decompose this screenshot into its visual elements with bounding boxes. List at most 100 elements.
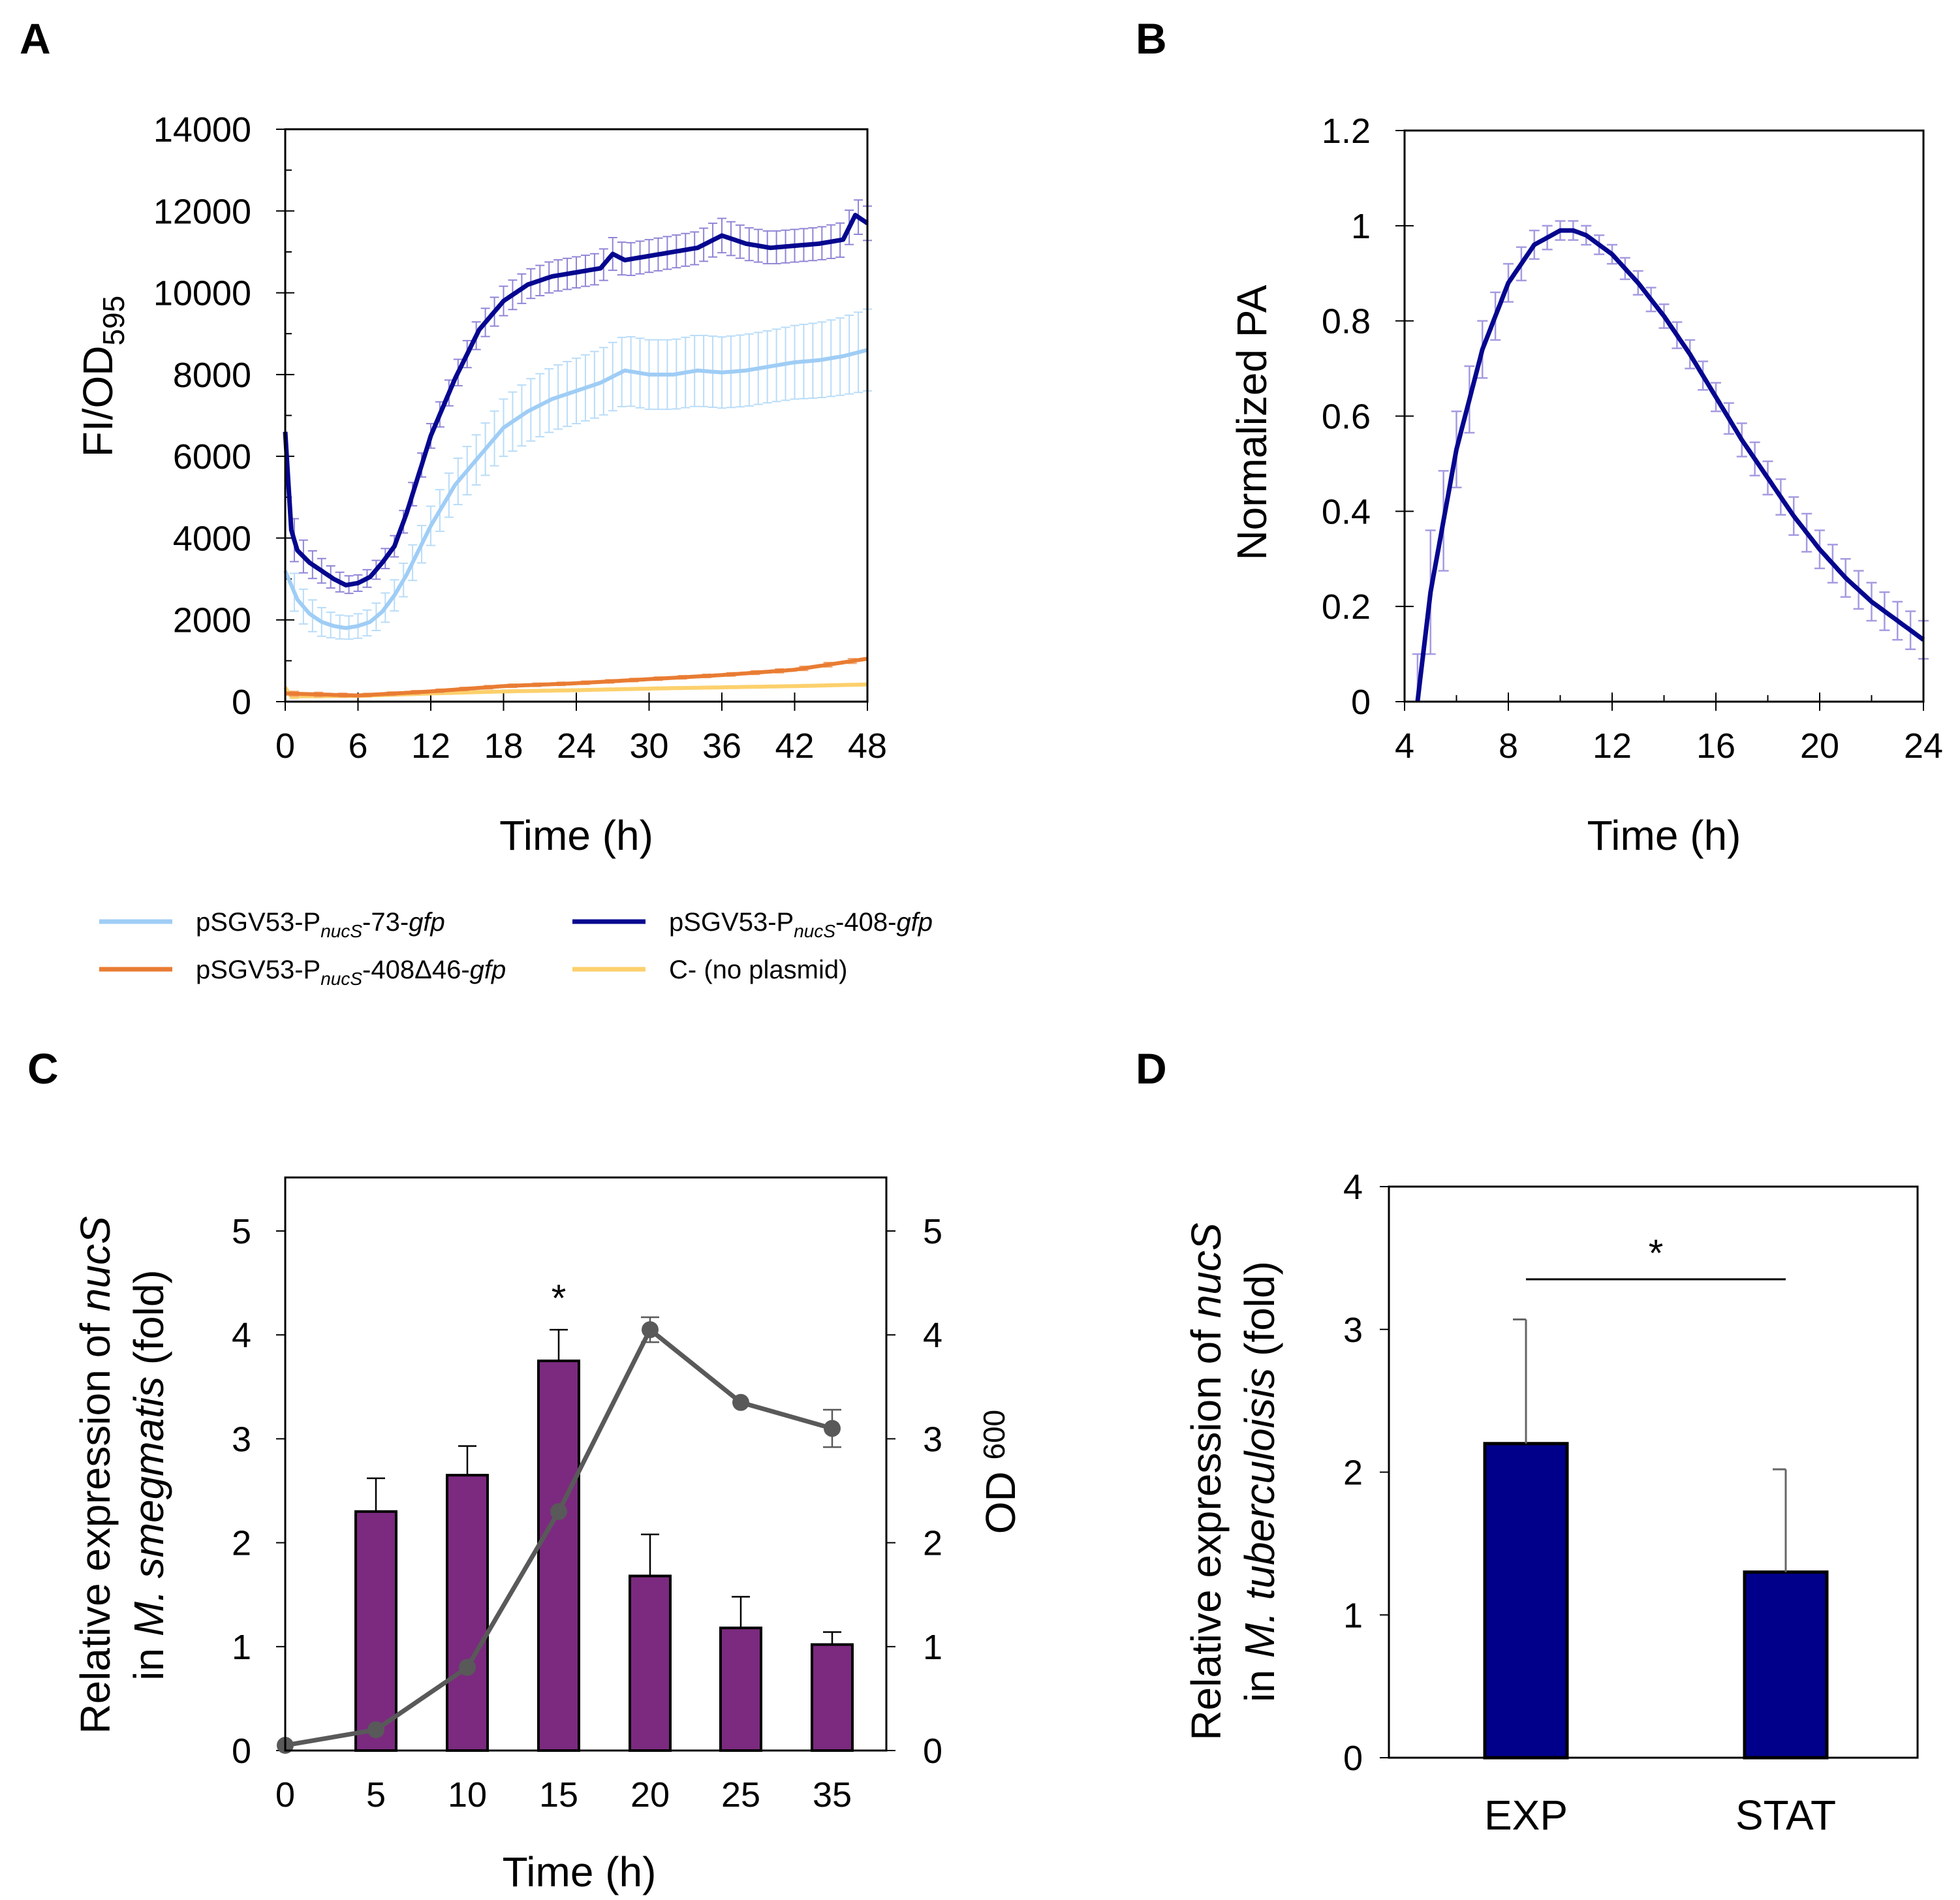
y-tick-label: 0: [232, 1732, 251, 1771]
bar: [1743, 1570, 1829, 1760]
y-axis-title-italic: nucS: [1183, 1223, 1230, 1318]
y2-axis-title: OD 600: [977, 1410, 1024, 1534]
significance-star: *: [552, 1277, 567, 1320]
x-tick-label: 6: [348, 726, 367, 766]
bar: [811, 1643, 854, 1752]
legend-label-italic: gfp: [896, 908, 933, 937]
y2-axis-title-subscript: 600: [977, 1410, 1011, 1460]
x-tick-label: 42: [775, 726, 814, 766]
od-point: [642, 1321, 659, 1339]
y-tick-label: 8000: [173, 356, 251, 395]
x-axis-title: Time (h): [1587, 812, 1741, 859]
panel-letter-a: A: [20, 14, 51, 63]
legend-label-subscript: nucS: [794, 921, 835, 941]
x-tick-label: 5: [366, 1775, 386, 1814]
legend-label: pSGV53-PnucS-408-gfp: [669, 908, 933, 941]
y-axis-title-italic: M. smegmatis: [125, 1377, 172, 1636]
x-axis-title: Time (h): [499, 812, 653, 859]
y2-tick-label: 2: [923, 1524, 942, 1563]
y-tick-label: 0: [1343, 1739, 1363, 1778]
legend-label: pSGV53-PnucS-73-gfp: [196, 908, 445, 941]
od-point: [732, 1394, 749, 1411]
x-tick-label: 0: [275, 1775, 295, 1814]
series-line: [285, 657, 868, 698]
y-tick-label: 3: [1343, 1311, 1363, 1350]
x-tick-label: 48: [848, 726, 887, 766]
y-axis-title-text: in: [125, 1636, 172, 1681]
y-tick-label: 0: [232, 683, 251, 722]
y-axis-title-italic: M. tuberculoisis: [1236, 1368, 1283, 1659]
y-tick-label: 2: [1343, 1454, 1363, 1493]
series-2: [285, 657, 868, 698]
y2-tick-label: 0: [923, 1732, 942, 1771]
bar: [719, 1627, 762, 1752]
legend-label-subscript: nucS: [320, 969, 362, 989]
y-axis-title-subscript: 595: [97, 296, 131, 346]
bar: [354, 1510, 397, 1752]
y-axis-title-line1: Relative expression of nucS: [72, 1216, 119, 1734]
panel-letter-d: D: [1136, 1044, 1167, 1093]
legend-label: C- (no plasmid): [669, 956, 847, 984]
y2-tick-label: 3: [923, 1420, 942, 1459]
x-category-label: STAT: [1735, 1792, 1836, 1839]
plot-frame: [284, 1176, 888, 1752]
y-axis-title-line2: in M. smegmatis (fold): [125, 1269, 172, 1680]
panel-d: D 0 1 2 3 4 EXP STAT * Relative expression of nuc…: [1136, 1044, 1919, 1839]
x-tick-label: 12: [411, 726, 450, 766]
y2-tick-label: 1: [923, 1628, 942, 1667]
x-tick-label: 30: [629, 726, 668, 766]
y-tick-label: 4: [1343, 1168, 1363, 1207]
x-tick-label: 16: [1696, 726, 1735, 766]
x-tick-label: 20: [630, 1775, 670, 1814]
legend-label-text: pSGV53-P: [669, 908, 794, 937]
legend-label-subscript: nucS: [320, 921, 362, 941]
series-line: [1415, 228, 1925, 702]
x-tick-label: 8: [1499, 726, 1518, 766]
y-axis-title-text: Relative expression of: [1183, 1318, 1230, 1740]
legend-label-italic: gfp: [409, 908, 445, 937]
bar: [1483, 1442, 1569, 1760]
bar: [629, 1574, 672, 1752]
y-tick-label: 1.2: [1322, 112, 1371, 151]
legend-label-text: -408Δ46-: [362, 956, 470, 984]
y-tick-label: 1: [1351, 207, 1371, 246]
y-tick-label: 2: [232, 1524, 251, 1563]
y2-axis-title-main: OD: [977, 1459, 1024, 1534]
x-tick-label: 25: [721, 1775, 760, 1814]
series-1: [283, 199, 872, 595]
x-tick-label: 18: [484, 726, 523, 766]
legend-label-text: C- (no plasmid): [669, 956, 847, 984]
series-pa: [1412, 220, 1929, 703]
y-tick-label: 0.4: [1322, 492, 1371, 531]
y-tick-label: 4000: [173, 519, 251, 558]
x-tick-label: 24: [557, 726, 596, 766]
y-axis-title: FI/OD595: [74, 296, 131, 457]
y-axis-title-line1: Relative expression of nucS: [1183, 1223, 1230, 1740]
y-tick-label: 6000: [173, 437, 251, 476]
y-axis-title-text: in: [1236, 1658, 1283, 1702]
panel-letter-c: C: [27, 1044, 59, 1093]
x-tick-label: 24: [1904, 726, 1943, 766]
x-tick-label: 15: [539, 1775, 578, 1814]
od-point: [367, 1721, 384, 1739]
y-axis-title-italic: nucS: [72, 1216, 119, 1311]
series-line: [283, 213, 869, 587]
y-axis-title-main: FI/OD: [74, 346, 121, 458]
x-tick-label: 0: [275, 726, 295, 766]
x-tick-label: 35: [813, 1775, 852, 1814]
x-category-label: EXP: [1484, 1792, 1568, 1839]
y-axis-title: Normalized PA: [1228, 285, 1275, 560]
y-tick-label: 2000: [173, 601, 251, 640]
panel-a: A 0 2000 4000 6000 8000 10000 12000 14000 0 6 12 18 2…: [20, 14, 933, 989]
od-point: [550, 1503, 567, 1520]
y2-tick-label: 5: [923, 1212, 942, 1251]
panel-b: B 0 0.2 0.4 0.6 0.8 1 1.2 4 8 12 16 20 24 Time (h) Norm…: [1136, 14, 1943, 859]
bar: [446, 1474, 489, 1752]
significance-star: *: [1649, 1232, 1664, 1275]
x-tick-label: 36: [702, 726, 741, 766]
y-tick-label: 1: [232, 1628, 251, 1667]
y-tick-label: 5: [232, 1212, 251, 1251]
y-tick-label: 14000: [153, 110, 251, 149]
od-point: [824, 1420, 841, 1437]
